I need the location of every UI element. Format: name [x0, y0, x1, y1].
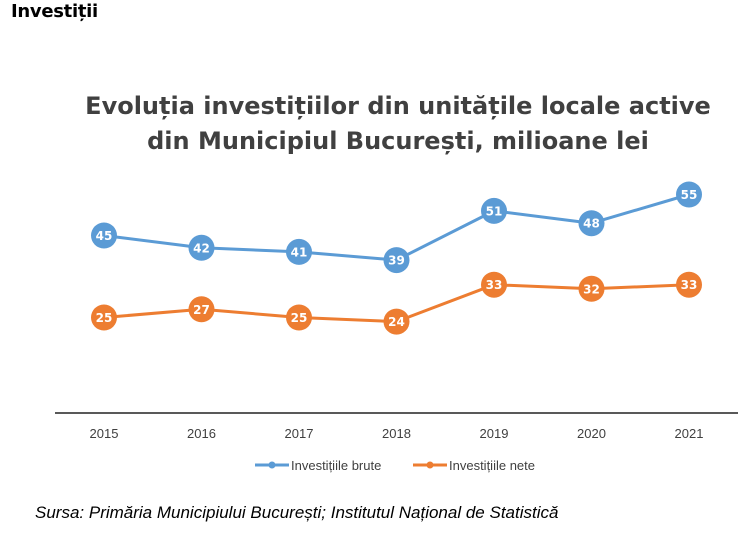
x-tick-label: 2020: [577, 426, 606, 441]
data-label: 55: [681, 188, 698, 202]
legend-marker-icon: [268, 461, 276, 469]
data-point: [91, 304, 117, 331]
data-label: 41: [291, 245, 308, 259]
data-point: [286, 304, 312, 331]
data-label: 27: [193, 303, 210, 317]
data-point: [481, 271, 507, 298]
data-point: [676, 181, 702, 208]
data-label: 33: [681, 278, 698, 292]
x-tick-label: 2018: [382, 426, 411, 441]
data-label: 39: [388, 254, 405, 268]
data-label: 25: [96, 311, 113, 325]
data-label: 24: [388, 315, 405, 329]
legend-marker-icon: [426, 461, 434, 469]
legend-label: Investițiile nete: [449, 458, 535, 473]
x-tick-label: 2016: [187, 426, 216, 441]
data-label: 45: [96, 229, 113, 243]
data-label: 51: [486, 204, 503, 218]
data-label: 42: [193, 241, 210, 255]
data-label: 48: [583, 217, 600, 231]
x-tick-label: 2015: [90, 426, 119, 441]
data-point: [383, 308, 410, 335]
x-tick-label: 2017: [285, 426, 314, 441]
data-point: [91, 222, 117, 249]
data-label: 33: [486, 278, 503, 292]
source-note: Sursa: Primăria Municipiului București; …: [35, 503, 559, 522]
data-point: [578, 275, 605, 302]
data-label: 32: [583, 282, 600, 296]
series-brute: 45 42 41 39 51 48 55: [91, 181, 702, 274]
series-nete: 25 27 25 24 33 32 33: [91, 271, 702, 335]
x-tick-label: 2019: [480, 426, 509, 441]
section-heading: Investiții: [11, 1, 98, 22]
chart-title-line-1: Evoluția investițiilor din unitățile loc…: [85, 92, 711, 120]
chart-title-line-2: din Municipiul București, milioane lei: [147, 127, 649, 155]
data-point: [676, 271, 702, 298]
legend-item: Investițiile nete: [413, 458, 535, 473]
data-point: [286, 238, 312, 265]
data-point: [188, 234, 215, 261]
legend-item: Investițiile brute: [255, 458, 381, 473]
data-label: 25: [291, 311, 308, 325]
data-point: [481, 197, 507, 224]
data-point: [383, 247, 410, 274]
x-tick-label: 2021: [675, 426, 704, 441]
legend-label: Investițiile brute: [291, 458, 381, 473]
data-point: [578, 210, 605, 237]
data-point: [188, 296, 215, 323]
